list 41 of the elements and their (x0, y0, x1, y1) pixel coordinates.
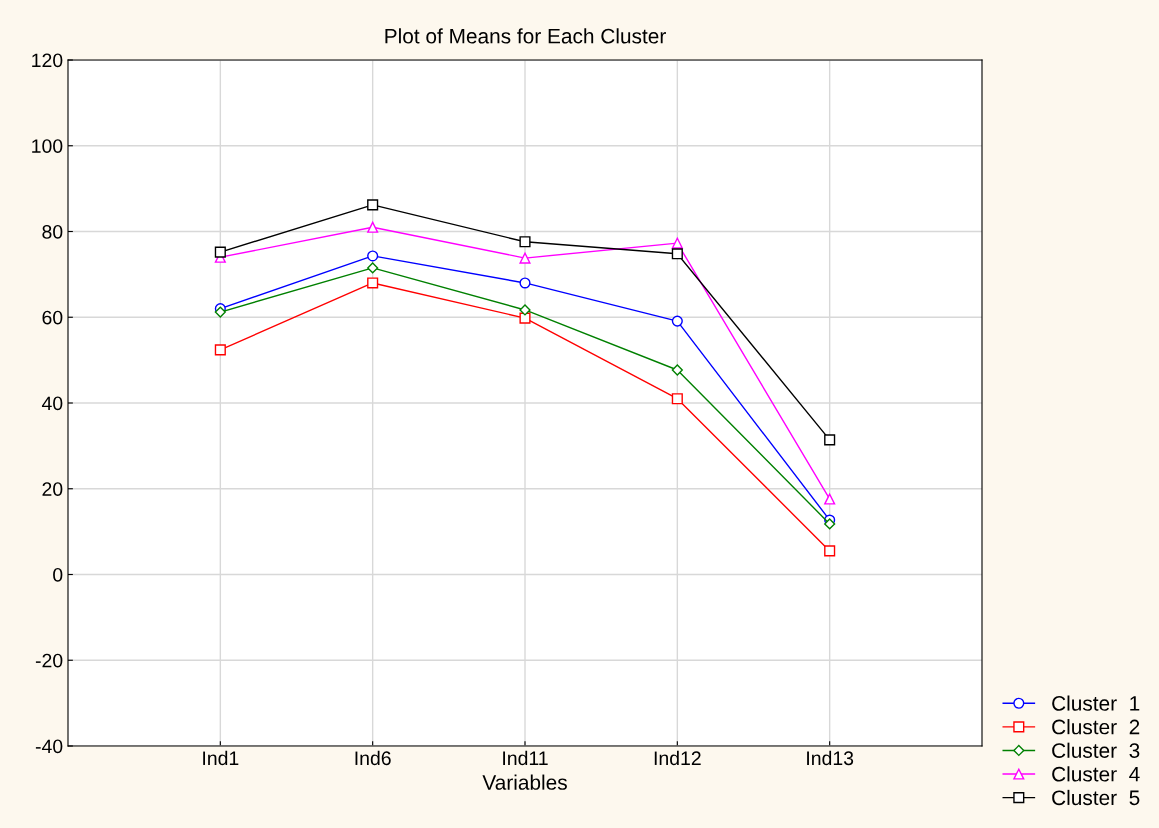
y-tick-label: 80 (42, 224, 63, 239)
point (824, 493, 836, 505)
y-tick-label: 0 (53, 567, 63, 582)
y-tick-label: -20 (35, 653, 63, 668)
y-tick-label: 60 (42, 310, 63, 325)
y-tick-label: 40 (41, 396, 63, 411)
legend-label: Cluster 4 (1052, 766, 1140, 782)
point (367, 262, 379, 274)
point (519, 252, 531, 264)
point (671, 237, 683, 249)
x-tick-label: Ind12 (654, 750, 701, 766)
point (671, 248, 683, 260)
legend-label: Cluster 2 (1052, 719, 1140, 735)
point (519, 312, 531, 324)
x-axis-title: Variables (482, 774, 567, 790)
y-tick-label: -40 (35, 739, 63, 754)
legend-label: Cluster 1 (1052, 695, 1140, 711)
point (671, 364, 683, 376)
legend-label: Cluster 3 (1052, 742, 1140, 758)
point (671, 315, 683, 327)
y-tick-label: 20 (42, 482, 63, 496)
point (367, 277, 379, 289)
point (671, 393, 683, 405)
legend-label: Cluster 5 (1052, 789, 1140, 806)
point (367, 250, 379, 262)
chart-title: Plot of Means for Each Cluster (385, 28, 666, 44)
point (824, 545, 836, 557)
y-tick-label: 100 (32, 139, 63, 153)
point (824, 434, 836, 446)
point (519, 277, 531, 289)
y-tick-label: 120 (32, 53, 63, 68)
x-tick-label: Ind11 (503, 750, 548, 766)
x-tick-label: Ind6 (355, 750, 391, 766)
point (367, 199, 379, 211)
x-tick-label: Ind1 (203, 750, 239, 766)
x-tick-label: Ind13 (807, 750, 854, 766)
point (824, 518, 836, 530)
point (214, 344, 226, 356)
point (214, 246, 226, 258)
point (367, 221, 379, 233)
point (519, 236, 531, 248)
